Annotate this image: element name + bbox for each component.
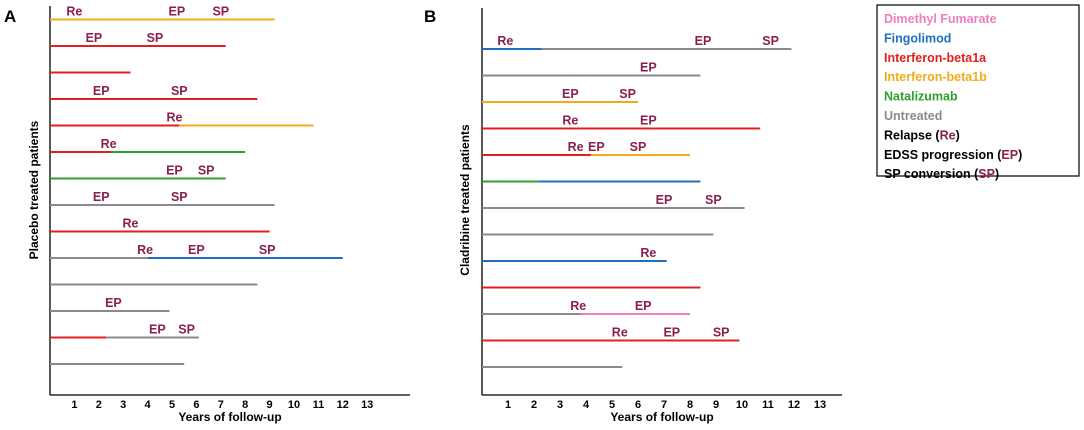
event-label-re: Re: [562, 114, 578, 128]
panel-a-tick-label: 3: [120, 399, 126, 411]
event-label-re: Re: [497, 34, 513, 48]
event-label-sp: SP: [147, 31, 164, 45]
panel-b-tick-label: 1: [505, 399, 511, 411]
legend-item-treatment: Fingolimod: [884, 31, 951, 45]
legend-items: Dimethyl Fumarate Fingolimod Interferon-be…: [884, 12, 1022, 181]
event-label-re: Re: [166, 111, 182, 125]
legend-box: [876, 4, 1080, 177]
event-label-re: Re: [123, 217, 139, 231]
panel-a-tick-label: 8: [242, 399, 248, 411]
event-label-re: Re: [101, 137, 117, 151]
event-label-re: Re: [137, 243, 153, 257]
event-label-re: Re: [612, 326, 628, 340]
event-label-sp: SP: [619, 87, 636, 101]
panel-a-tick-label: 10: [288, 399, 300, 411]
event-label-sp: SP: [212, 5, 229, 19]
panel-b-x-title: Years of follow-up: [610, 410, 713, 424]
legend-item-treatment: Interferon-beta1a: [884, 51, 987, 65]
event-label-ep: EP: [588, 140, 605, 154]
panel-b-tick-label: 2: [531, 399, 537, 411]
panel-a-tick-label: 12: [337, 399, 349, 411]
panel-b-tick-label: 7: [661, 399, 667, 411]
event-label-re: Re: [570, 299, 586, 313]
panel-b-tick-label: 12: [788, 399, 800, 411]
panel-a-patient-rows: Re EP SP EP SP EP SP Re Re EP SP EP SP Re Re EP SP EP EP SP: [50, 5, 343, 365]
panel-b-tick-label: 4: [583, 399, 590, 411]
event-label-re: Re: [66, 5, 82, 19]
event-label-ep: EP: [695, 34, 712, 48]
panel-a-tick-label: 11: [313, 399, 325, 411]
event-label-ep: EP: [93, 84, 110, 98]
event-label-ep: EP: [166, 164, 183, 178]
panel-a-x-title: Years of follow-up: [178, 410, 281, 424]
event-label-sp: SP: [630, 140, 647, 154]
event-label-ep: EP: [562, 87, 579, 101]
event-label-ep: EP: [188, 243, 205, 257]
panel-a-tick-label: 2: [96, 399, 102, 411]
panel-a-y-title: Placebo treated patients: [27, 120, 41, 259]
event-label-sp: SP: [171, 190, 188, 204]
event-label-sp: SP: [178, 323, 195, 337]
event-label-ep: EP: [640, 61, 657, 75]
legend-item-treatment: Untreated: [884, 109, 942, 123]
event-label-ep: EP: [663, 326, 680, 340]
event-label-re: Re: [640, 246, 656, 260]
panel-b-tick-label: 8: [687, 399, 693, 411]
event-label-ep: EP: [86, 31, 103, 45]
legend-item-treatment: Dimethyl Fumarate: [884, 12, 997, 26]
event-label-ep: EP: [149, 323, 166, 337]
panel-b-tick-label: 11: [762, 399, 774, 411]
event-label-ep: EP: [640, 114, 657, 128]
legend-item-event: Relapse (Re): [884, 128, 960, 142]
legend-item-treatment: Interferon-beta1b: [884, 70, 987, 84]
panel-b-tick-label: 3: [557, 399, 563, 411]
legend-item-treatment: Natalizumab: [884, 90, 958, 104]
event-label-ep: EP: [93, 190, 110, 204]
panel-b-tick-label: 5: [609, 399, 615, 411]
panel-b-tick-label: 6: [635, 399, 641, 411]
panel-a-tick-label: 4: [145, 399, 152, 411]
panel-a-tick-label: 5: [169, 399, 175, 411]
event-label-sp: SP: [762, 34, 779, 48]
panel-a-letter: A: [4, 7, 16, 26]
panel-a-tick-label: 7: [218, 399, 224, 411]
panel-b-tick-label: 13: [814, 399, 826, 411]
event-label-sp: SP: [198, 164, 215, 178]
panel-b-tick-label: 10: [736, 399, 748, 411]
panel-b-x-ticks: 1 2 3 4 5 6 7 8 9 10 11 12 13: [505, 399, 826, 411]
event-label-ep: EP: [169, 5, 186, 19]
event-label-sp: SP: [259, 243, 276, 257]
legend: Dimethyl Fumarate Fingolimod Interferon-be…: [876, 4, 1080, 181]
panel-b-patient-rows: Re EP SP EP EP SP Re EP Re EP SP EP SP Re Re EP Re EP SP: [482, 34, 792, 368]
event-label-ep: EP: [635, 299, 652, 313]
event-label-ep: EP: [105, 296, 122, 310]
event-label-sp: SP: [705, 193, 722, 207]
legend-item-event: SP conversion (SP): [884, 167, 999, 181]
panel-a-tick-label: 13: [361, 399, 373, 411]
legend-item-event: EDSS progression (EP): [884, 148, 1022, 162]
panel-b-y-title: Cladribine treated patients: [458, 124, 472, 276]
event-label-re: Re: [568, 140, 584, 154]
panel-b-tick-label: 9: [713, 399, 719, 411]
panel-b-letter: B: [424, 7, 436, 26]
event-label-sp: SP: [171, 84, 188, 98]
panel-a-tick-label: 6: [193, 399, 199, 411]
event-label-ep: EP: [656, 193, 673, 207]
event-label-sp: SP: [713, 326, 730, 340]
panel-a-x-ticks: 1 2 3 4 5 6 7 8 9 10 11 12 13: [71, 399, 373, 411]
panel-a-tick-label: 1: [71, 399, 77, 411]
panel-a-tick-label: 9: [267, 399, 273, 411]
